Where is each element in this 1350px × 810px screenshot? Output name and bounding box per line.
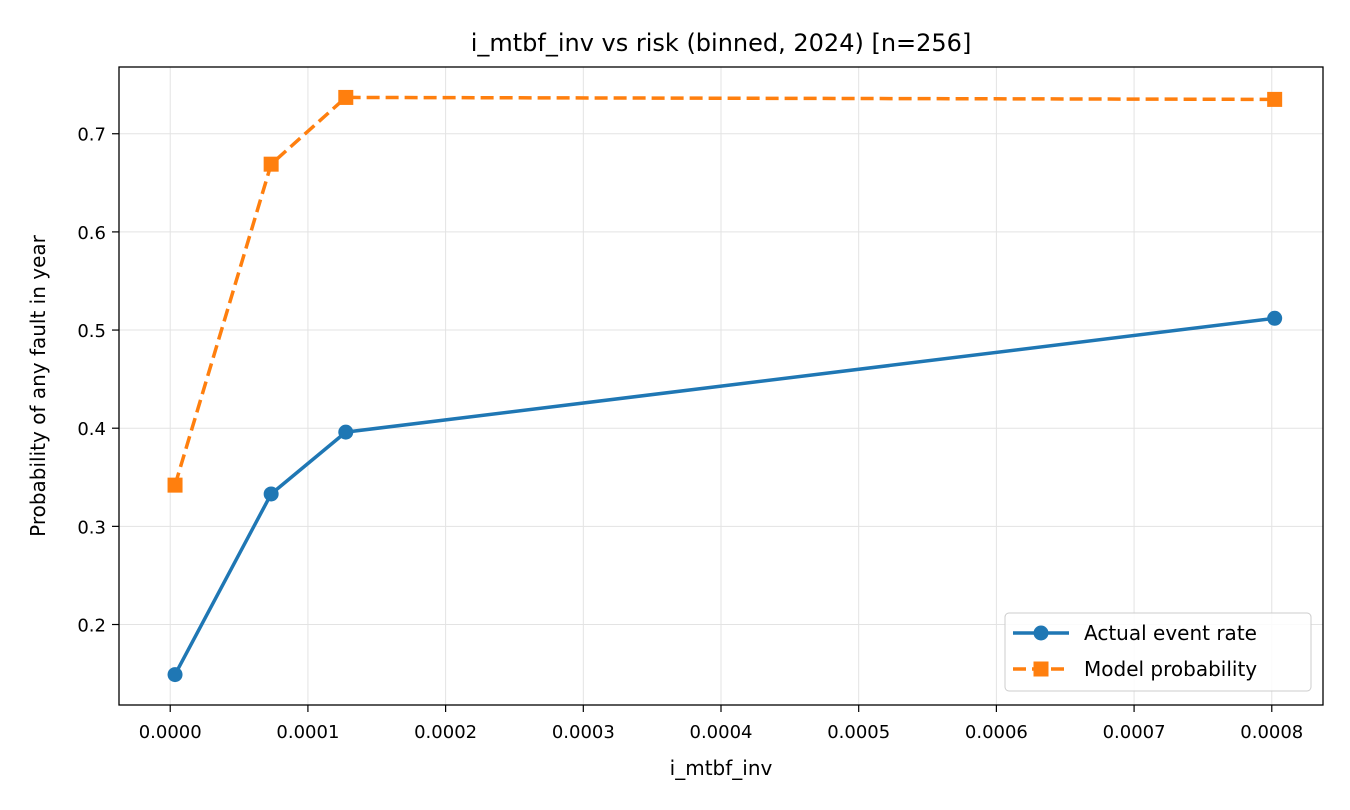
series-1 xyxy=(167,89,1283,493)
x-tick-label: 0.0004 xyxy=(690,722,753,743)
y-tick-label: 0.5 xyxy=(77,321,106,342)
y-axis-label: Probability of any fault in year xyxy=(26,234,50,537)
data-point xyxy=(263,486,279,502)
series-line xyxy=(173,95,1275,486)
legend: Actual event rate Model probability xyxy=(1004,612,1312,692)
x-tick-label: 0.0008 xyxy=(1240,722,1303,743)
y-tick-label: 0.3 xyxy=(77,517,106,538)
data-point xyxy=(1267,91,1283,107)
x-tick-label: 0.0006 xyxy=(965,722,1028,743)
data-point xyxy=(167,667,183,683)
legend-marker xyxy=(1033,625,1049,641)
data-point xyxy=(338,424,354,440)
x-tick-label: 0.0003 xyxy=(552,722,615,743)
series-0 xyxy=(167,310,1283,683)
legend-label: Actual event rate xyxy=(1084,621,1257,645)
series-line xyxy=(173,316,1275,676)
y-tick-label: 0.4 xyxy=(77,419,106,440)
x-tick-label: 0.0007 xyxy=(1103,722,1166,743)
y-tick-label: 0.6 xyxy=(77,223,106,244)
data-point xyxy=(1267,310,1283,326)
x-tick-label: 0.0005 xyxy=(827,722,890,743)
legend-box xyxy=(1004,612,1312,692)
data-point xyxy=(263,156,279,172)
legend-label: Model probability xyxy=(1084,657,1257,681)
x-axis-ticks: 0.0000 0.0001 0.0002 0.0003 0.0004 0.0005 0.00… xyxy=(139,705,1303,743)
data-point xyxy=(167,477,183,493)
series-group xyxy=(167,89,1283,683)
x-tick-label: 0.0000 xyxy=(139,722,202,743)
x-tick-label: 0.0001 xyxy=(276,722,339,743)
legend-marker xyxy=(1033,661,1049,677)
data-point xyxy=(338,89,354,105)
y-axis-ticks: 0.2 0.3 0.4 0.5 0.6 0.7 xyxy=(77,125,119,637)
y-tick-label: 0.7 xyxy=(77,125,106,146)
x-tick-label: 0.0002 xyxy=(414,722,477,743)
x-axis-label: i_mtbf_inv xyxy=(670,756,773,780)
chart-title: i_mtbf_inv vs risk (binned, 2024) [n=256… xyxy=(471,29,972,57)
y-tick-label: 0.2 xyxy=(77,616,106,637)
plot-frame xyxy=(118,66,1324,706)
